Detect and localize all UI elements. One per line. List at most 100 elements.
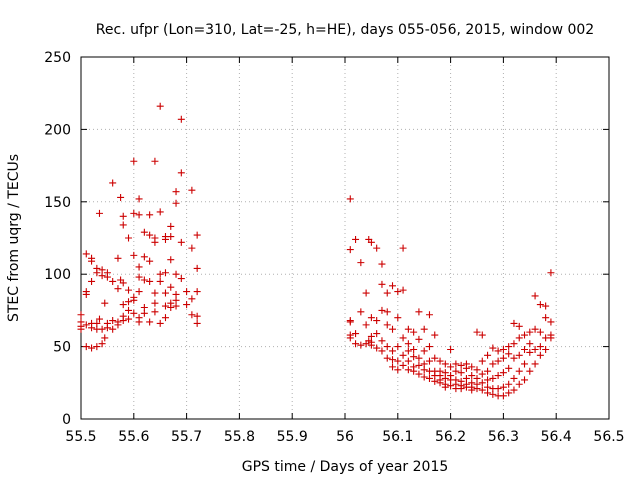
data-point xyxy=(82,321,90,329)
data-point xyxy=(177,115,185,123)
data-point xyxy=(114,254,122,262)
data-point xyxy=(362,289,370,297)
data-point xyxy=(357,341,365,349)
data-point xyxy=(542,314,550,322)
x-tick-label: 56.3 xyxy=(488,429,519,445)
data-point xyxy=(536,343,544,351)
data-point xyxy=(468,386,476,394)
data-point xyxy=(431,377,439,385)
data-point xyxy=(415,335,423,343)
data-point xyxy=(478,379,486,387)
tick-labels: 55.5 55.6 55.7 55.8 55.9 56 56.1 56.2 56.3 56.4 56… xyxy=(44,50,624,445)
data-point xyxy=(542,302,550,310)
x-tick-label: 56 xyxy=(336,429,354,445)
x-tick-label: 56.1 xyxy=(382,429,413,445)
x-tick-label: 56.4 xyxy=(541,429,572,445)
data-point xyxy=(420,325,428,333)
data-point xyxy=(93,343,101,351)
data-point xyxy=(447,345,455,353)
y-tick-label: 150 xyxy=(44,195,71,211)
data-point xyxy=(420,366,428,374)
data-point xyxy=(425,374,433,382)
data-point xyxy=(88,324,96,332)
data-point xyxy=(447,382,455,390)
data-point xyxy=(378,347,386,355)
data-point xyxy=(146,318,154,326)
data-point xyxy=(130,209,138,217)
data-point xyxy=(399,361,407,369)
data-point xyxy=(536,351,544,359)
data-point xyxy=(119,317,127,325)
data-point xyxy=(135,318,143,326)
data-point xyxy=(346,195,354,203)
data-point xyxy=(114,321,122,329)
data-point xyxy=(478,370,486,378)
data-point xyxy=(441,360,449,368)
x-tick-label: 55.7 xyxy=(171,429,202,445)
data-point xyxy=(193,231,201,239)
data-point xyxy=(505,380,513,388)
data-point xyxy=(394,314,402,322)
y-axis-label: STEC from uqrg / TECUs xyxy=(6,154,22,322)
data-point xyxy=(473,328,481,336)
data-point xyxy=(499,345,507,353)
data-point xyxy=(521,376,529,384)
data-point xyxy=(389,347,397,355)
data-point xyxy=(98,272,106,280)
data-point xyxy=(140,276,148,284)
data-point xyxy=(183,288,191,296)
data-point xyxy=(140,253,148,261)
data-point xyxy=(425,357,433,365)
data-point xyxy=(531,325,539,333)
x-tick-label: 55.8 xyxy=(224,429,255,445)
data-point xyxy=(125,298,133,306)
data-point xyxy=(373,244,381,252)
data-point xyxy=(193,319,201,327)
data-point xyxy=(447,363,455,371)
data-point xyxy=(515,322,523,330)
data-point xyxy=(399,244,407,252)
x-tick-label: 56.2 xyxy=(435,429,466,445)
data-point xyxy=(352,340,360,348)
data-point xyxy=(161,289,169,297)
data-point xyxy=(109,277,117,285)
data-point xyxy=(547,334,555,342)
data-point xyxy=(167,233,175,241)
data-point xyxy=(425,343,433,351)
data-point xyxy=(473,385,481,393)
data-point xyxy=(161,314,169,322)
data-point xyxy=(88,277,96,285)
data-point xyxy=(98,325,106,333)
data-point xyxy=(119,279,127,287)
data-points xyxy=(77,102,555,400)
data-point xyxy=(95,315,103,323)
data-point xyxy=(167,283,175,291)
data-point xyxy=(515,334,523,342)
data-point xyxy=(119,221,127,229)
data-point xyxy=(130,296,138,304)
data-point xyxy=(109,317,117,325)
x-tick-label: 55.9 xyxy=(277,429,308,445)
data-point xyxy=(515,380,523,388)
data-point xyxy=(394,357,402,365)
data-point xyxy=(515,367,523,375)
data-point xyxy=(394,366,402,374)
data-point xyxy=(135,211,143,219)
data-point xyxy=(415,308,423,316)
data-point xyxy=(410,328,418,336)
data-point xyxy=(484,351,492,359)
y-tick-label: 0 xyxy=(62,412,71,428)
data-point xyxy=(125,286,133,294)
data-point xyxy=(389,356,397,364)
data-point xyxy=(510,354,518,362)
data-point xyxy=(167,304,175,312)
data-point xyxy=(489,360,497,368)
data-point xyxy=(161,302,169,310)
data-point xyxy=(378,306,386,314)
data-point xyxy=(357,259,365,267)
data-point xyxy=(151,157,159,165)
data-point xyxy=(425,311,433,319)
data-point xyxy=(510,386,518,394)
